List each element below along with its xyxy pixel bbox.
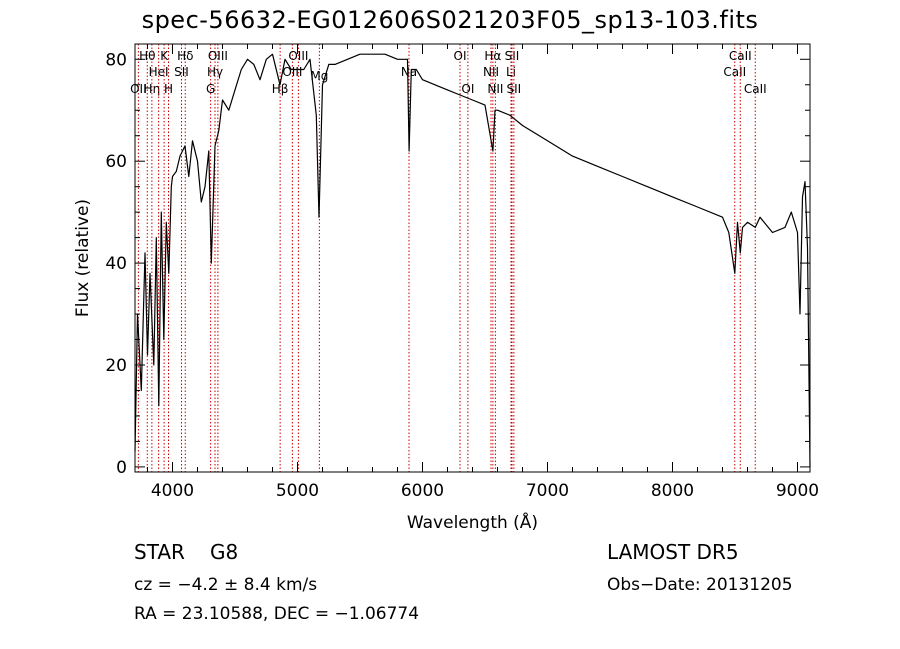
chart-title: spec-56632-EG012606S021203F05_sp13-103.f… xyxy=(141,6,759,34)
object-class: STAR xyxy=(134,540,185,564)
obs-date: Obs−Date: 20131205 xyxy=(607,575,793,595)
x-tick-label-5: 9000 xyxy=(776,481,819,501)
line-label-23: SII xyxy=(507,82,522,96)
y-tick-label-3: 60 xyxy=(105,152,127,172)
line-label-19: Hα xyxy=(484,49,501,63)
x-tick-label-1: 5000 xyxy=(276,481,319,501)
x-tick-label-3: 7000 xyxy=(526,481,569,501)
line-label-17: OI xyxy=(461,82,474,96)
line-label-1: Hθ xyxy=(139,49,155,63)
ra-dec: RA = 23.10588, DEC = −1.06774 xyxy=(134,604,420,624)
line-label-11: Hβ xyxy=(272,82,289,96)
y-tick-label-4: 80 xyxy=(105,50,127,70)
redshift-cz: cz = −4.2 ± 8.4 km/s xyxy=(134,575,318,595)
line-label-0: OII xyxy=(130,82,147,96)
line-label-5: H xyxy=(164,82,173,96)
x-tick-label-2: 6000 xyxy=(401,481,444,501)
x-axis-label: Wavelength (Å) xyxy=(407,511,538,533)
line-label-6: SII xyxy=(174,65,189,79)
line-label-16: OI xyxy=(454,49,467,63)
line-label-22: SII xyxy=(505,49,520,63)
line-label-7: Hδ xyxy=(177,49,193,63)
line-label-9: Hγ xyxy=(207,65,223,79)
x-tick-label-0: 4000 xyxy=(151,481,194,501)
y-axis-label: Flux (relative) xyxy=(73,199,93,317)
y-tick-label-0: 0 xyxy=(116,458,127,478)
y-tick-label-2: 40 xyxy=(105,254,127,274)
object-subclass: G8 xyxy=(210,540,239,564)
line-label-18: NII xyxy=(483,65,499,79)
plot-frame xyxy=(134,43,811,473)
line-label-2: Hη xyxy=(144,82,161,96)
line-label-20: NII xyxy=(487,82,503,96)
line-label-26: CaII xyxy=(744,82,767,96)
line-label-25: CaII xyxy=(729,49,752,63)
line-label-8: G xyxy=(206,82,215,96)
line-label-15: Na xyxy=(401,65,417,79)
line-label-3: HeI xyxy=(149,65,169,79)
spectrum-line xyxy=(134,53,811,467)
y-tick-label-1: 20 xyxy=(105,356,127,376)
line-label-12: OIII xyxy=(282,65,302,79)
line-label-13: OIII xyxy=(288,49,308,63)
line-label-4: K xyxy=(160,49,169,63)
line-label-24: CaII xyxy=(723,65,746,79)
survey-label: LAMOST DR5 xyxy=(607,540,739,564)
line-label-10: OIII xyxy=(208,49,228,63)
line-label-21: Li xyxy=(506,65,516,79)
x-tick-label-4: 8000 xyxy=(651,481,694,501)
